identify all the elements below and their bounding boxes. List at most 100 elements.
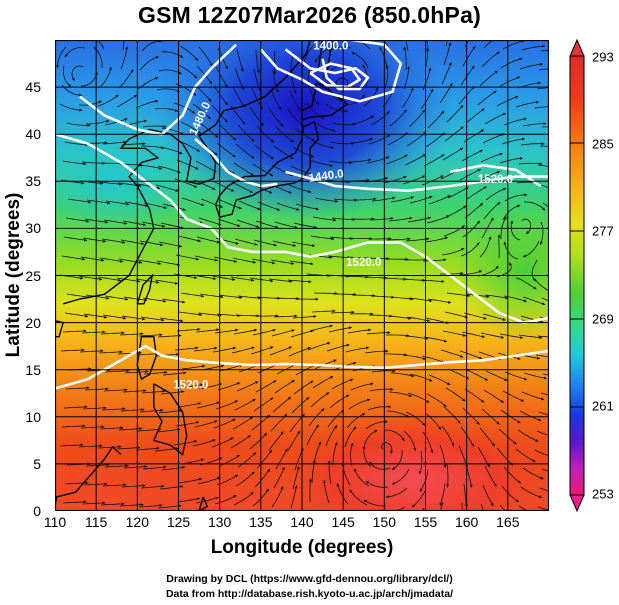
streamline-arrowhead xyxy=(331,145,335,149)
streamline-arrowhead xyxy=(362,445,366,449)
streamline-arrowhead xyxy=(119,350,123,354)
streamline-arrowhead xyxy=(237,223,241,227)
streamline xyxy=(142,297,167,302)
streamline xyxy=(347,329,372,334)
streamline xyxy=(445,205,467,218)
streamline xyxy=(390,196,414,203)
streamline xyxy=(276,202,300,211)
streamline-arrowhead xyxy=(200,458,204,462)
streamline xyxy=(231,181,254,193)
streamline xyxy=(157,335,182,338)
streamline xyxy=(445,40,448,47)
streamline xyxy=(198,383,222,390)
streamline xyxy=(197,312,222,316)
streamline-arrowhead xyxy=(493,483,497,487)
streamline-arrowhead xyxy=(535,100,539,104)
streamline xyxy=(199,122,219,139)
streamline xyxy=(387,132,409,146)
streamline-arrowhead xyxy=(235,328,239,332)
streamline xyxy=(439,501,444,511)
streamline xyxy=(460,241,480,257)
streamline-arrowhead xyxy=(240,68,244,72)
streamline-arrowhead xyxy=(422,154,426,157)
streamline-arrowhead xyxy=(275,89,279,93)
streamline-arrowhead xyxy=(137,279,141,283)
streamline xyxy=(254,144,274,160)
x-tick-label: 135 xyxy=(249,514,273,530)
streamline-arrowhead xyxy=(139,260,143,264)
streamline xyxy=(213,256,237,263)
streamline xyxy=(371,370,396,373)
streamline-arrowhead xyxy=(124,388,128,392)
streamline-arrowhead xyxy=(523,377,528,381)
streamline xyxy=(314,359,337,370)
streamline-arrowhead xyxy=(348,326,352,330)
streamline-arrowhead xyxy=(99,444,103,448)
streamline xyxy=(349,138,374,144)
streamline-arrowhead xyxy=(251,278,255,282)
streamline-arrowhead xyxy=(502,112,506,116)
streamline-arrowhead xyxy=(526,230,530,235)
streamline xyxy=(122,390,147,393)
streamline-arrowhead xyxy=(233,495,237,498)
streamline xyxy=(521,218,532,235)
streamline xyxy=(249,277,274,282)
streamline xyxy=(175,421,200,427)
streamline xyxy=(268,278,293,282)
streamline xyxy=(104,295,129,300)
streamline xyxy=(121,485,146,488)
streamline-arrowhead xyxy=(441,110,445,115)
streamline xyxy=(273,50,276,75)
streamline-arrowhead xyxy=(115,94,119,98)
contour-line xyxy=(194,137,278,188)
streamline-arrowhead xyxy=(297,430,301,435)
streamline xyxy=(141,40,163,52)
streamline xyxy=(353,468,370,487)
streamline xyxy=(160,222,184,229)
streamline xyxy=(82,407,107,410)
streamline xyxy=(252,488,270,507)
streamline-arrowhead xyxy=(260,122,264,126)
streamline-arrowhead xyxy=(386,111,390,115)
streamline xyxy=(272,396,292,413)
streamline-arrowhead xyxy=(144,465,148,469)
streamline xyxy=(156,88,181,93)
streamline-arrowhead xyxy=(67,83,72,87)
streamline-arrowhead xyxy=(462,333,466,337)
streamline xyxy=(380,442,393,454)
streamline xyxy=(159,317,184,322)
streamline-arrowhead xyxy=(123,140,127,144)
streamline-arrowhead xyxy=(429,299,433,303)
streamline-arrowhead xyxy=(472,46,476,50)
streamline xyxy=(61,84,83,96)
streamline-arrowhead xyxy=(193,184,197,188)
streamline-arrowhead xyxy=(197,497,201,501)
streamline-arrowhead xyxy=(270,156,274,160)
streamline xyxy=(462,407,480,425)
streamline-arrowhead xyxy=(312,244,316,248)
streamline-arrowhead xyxy=(276,207,280,211)
streamline xyxy=(524,201,546,211)
streamline xyxy=(105,370,130,373)
streamline xyxy=(367,406,392,411)
x-tick-label: 120 xyxy=(125,514,150,530)
streamline xyxy=(273,145,294,160)
streamline-arrowhead xyxy=(310,262,314,266)
streamline xyxy=(178,140,201,152)
colorbar xyxy=(569,38,585,513)
streamline-arrowhead xyxy=(494,70,498,74)
streamline-arrowhead xyxy=(252,260,256,264)
streamline xyxy=(504,371,528,381)
streamline xyxy=(522,467,544,480)
streamline xyxy=(140,485,165,489)
streamline xyxy=(439,482,446,506)
streamline xyxy=(383,176,407,184)
streamline xyxy=(484,465,497,487)
streamline xyxy=(330,141,355,145)
streamline xyxy=(386,334,410,337)
streamline-arrowhead xyxy=(430,450,434,454)
streamline-arrowhead xyxy=(483,186,487,190)
streamline xyxy=(408,109,426,128)
streamline xyxy=(162,372,187,376)
streamline xyxy=(255,49,260,74)
